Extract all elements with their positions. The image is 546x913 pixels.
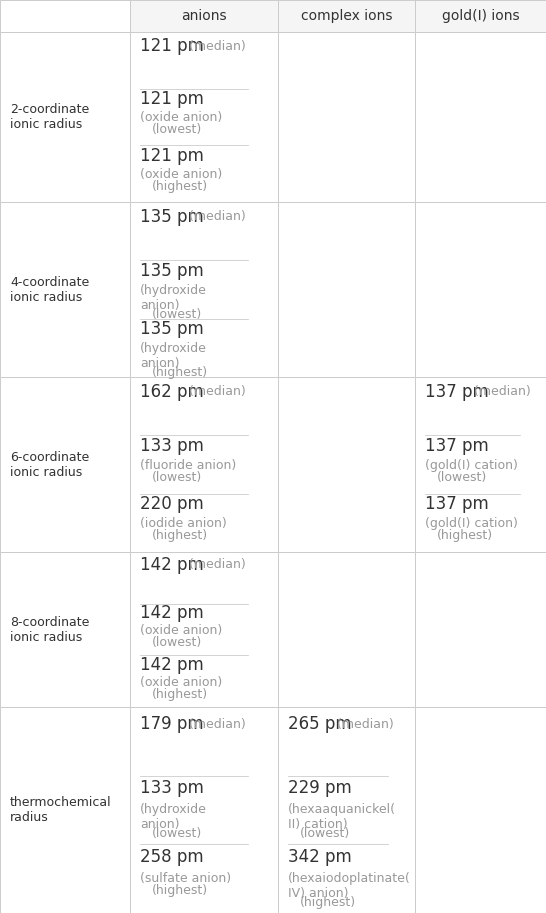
Text: 142 pm: 142 pm — [140, 656, 204, 674]
Text: 121 pm: 121 pm — [140, 37, 204, 55]
Bar — [0, 377, 130, 552]
Text: (highest): (highest) — [152, 180, 208, 193]
Bar — [415, 0, 546, 32]
Text: 137 pm: 137 pm — [425, 436, 489, 455]
Text: 162 pm: 162 pm — [140, 383, 204, 401]
Text: 142 pm: 142 pm — [140, 556, 204, 574]
Bar — [0, 0, 130, 32]
Text: (highest): (highest) — [152, 688, 208, 701]
Text: (oxide anion): (oxide anion) — [140, 168, 222, 181]
Text: gold(I) ions: gold(I) ions — [442, 9, 519, 23]
Bar — [0, 707, 130, 913]
Bar — [278, 377, 415, 552]
Text: (lowest): (lowest) — [152, 827, 202, 840]
Bar — [278, 707, 415, 913]
Text: (hydroxide
anion): (hydroxide anion) — [140, 342, 207, 370]
Text: (oxide anion): (oxide anion) — [140, 676, 222, 689]
Text: (lowest): (lowest) — [152, 636, 202, 649]
Bar — [0, 32, 130, 202]
Text: (highest): (highest) — [437, 529, 493, 542]
Bar — [130, 202, 278, 377]
Text: (highest): (highest) — [152, 529, 208, 542]
Text: (median): (median) — [181, 39, 246, 53]
Text: (hydroxide
anion): (hydroxide anion) — [140, 284, 207, 311]
Bar — [130, 377, 278, 552]
Text: (sulfate anion): (sulfate anion) — [140, 872, 231, 885]
Text: (lowest): (lowest) — [300, 827, 350, 840]
Bar — [415, 32, 546, 202]
Text: (gold(I) cation): (gold(I) cation) — [425, 458, 518, 472]
Bar — [0, 552, 130, 707]
Text: 265 pm: 265 pm — [288, 715, 352, 733]
Bar — [130, 0, 278, 32]
Text: 8-coordinate
ionic radius: 8-coordinate ionic radius — [10, 615, 90, 644]
Text: 2-coordinate
ionic radius: 2-coordinate ionic radius — [10, 103, 89, 131]
Text: 137 pm: 137 pm — [425, 383, 489, 401]
Text: 142 pm: 142 pm — [140, 604, 204, 622]
Text: 4-coordinate
ionic radius: 4-coordinate ionic radius — [10, 276, 89, 303]
Text: (lowest): (lowest) — [152, 308, 202, 320]
Bar — [130, 32, 278, 202]
Text: (median): (median) — [181, 718, 246, 730]
Bar — [415, 552, 546, 707]
Text: 135 pm: 135 pm — [140, 320, 204, 338]
Bar — [415, 707, 546, 913]
Text: (highest): (highest) — [152, 884, 208, 897]
Bar — [0, 202, 130, 377]
Text: (median): (median) — [329, 718, 394, 730]
Text: (gold(I) cation): (gold(I) cation) — [425, 517, 518, 530]
Text: (median): (median) — [181, 385, 246, 398]
Text: (highest): (highest) — [152, 366, 208, 379]
Text: (hexaaquanickel(
II) cation): (hexaaquanickel( II) cation) — [288, 803, 396, 831]
Bar — [415, 377, 546, 552]
Text: complex ions: complex ions — [301, 9, 392, 23]
Text: (oxide anion): (oxide anion) — [140, 111, 222, 124]
Text: 133 pm: 133 pm — [140, 436, 204, 455]
Text: 137 pm: 137 pm — [425, 495, 489, 513]
Text: 220 pm: 220 pm — [140, 495, 204, 513]
Text: thermochemical
radius: thermochemical radius — [10, 796, 111, 824]
Text: 135 pm: 135 pm — [140, 262, 204, 279]
Text: (fluoride anion): (fluoride anion) — [140, 458, 236, 472]
Bar — [130, 707, 278, 913]
Text: anions: anions — [181, 9, 227, 23]
Text: 179 pm: 179 pm — [140, 715, 204, 733]
Text: 229 pm: 229 pm — [288, 779, 352, 797]
Bar — [415, 202, 546, 377]
Text: (median): (median) — [466, 385, 531, 398]
Text: 6-coordinate
ionic radius: 6-coordinate ionic radius — [10, 450, 89, 478]
Text: 135 pm: 135 pm — [140, 207, 204, 226]
Bar — [278, 0, 415, 32]
Text: (highest): (highest) — [300, 896, 356, 908]
Text: (hydroxide
anion): (hydroxide anion) — [140, 803, 207, 831]
Bar — [130, 552, 278, 707]
Text: (median): (median) — [181, 210, 246, 223]
Text: (lowest): (lowest) — [152, 471, 202, 484]
Text: 342 pm: 342 pm — [288, 847, 352, 866]
Text: (lowest): (lowest) — [152, 123, 202, 136]
Bar — [278, 552, 415, 707]
Text: (hexaiodoplatinate(
IV) anion): (hexaiodoplatinate( IV) anion) — [288, 872, 411, 900]
Text: (median): (median) — [181, 559, 246, 572]
Text: 258 pm: 258 pm — [140, 847, 204, 866]
Text: 121 pm: 121 pm — [140, 146, 204, 164]
Bar — [278, 202, 415, 377]
Bar — [278, 32, 415, 202]
Text: (lowest): (lowest) — [437, 471, 487, 484]
Text: 121 pm: 121 pm — [140, 89, 204, 108]
Text: 133 pm: 133 pm — [140, 779, 204, 797]
Text: (oxide anion): (oxide anion) — [140, 624, 222, 637]
Text: (iodide anion): (iodide anion) — [140, 517, 227, 530]
